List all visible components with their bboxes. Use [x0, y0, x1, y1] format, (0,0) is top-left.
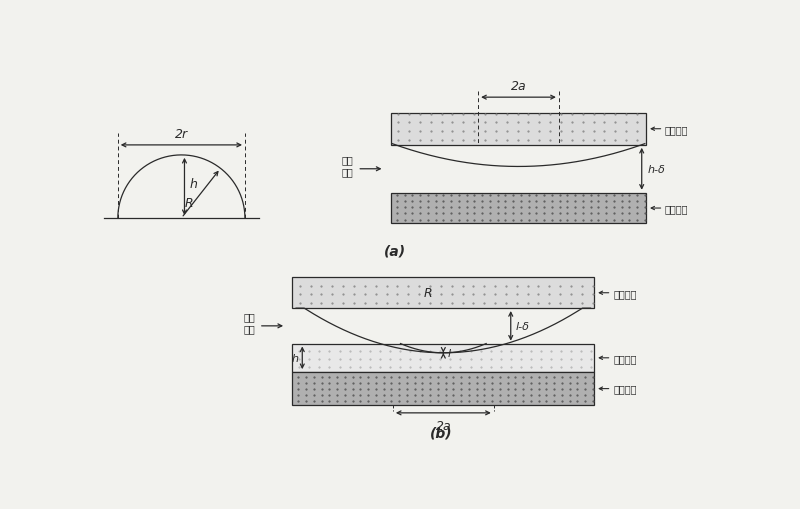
Text: l-δ: l-δ: [515, 321, 530, 331]
Text: 刚性押头: 刚性押头: [665, 125, 689, 134]
Text: 刚性基底: 刚性基底: [613, 384, 637, 394]
Text: 层矢: 层矢: [243, 324, 255, 334]
Bar: [292, 278, 594, 308]
Text: 刚性基底: 刚性基底: [665, 204, 689, 214]
Text: (a): (a): [383, 244, 406, 258]
Text: 层矢: 层矢: [342, 167, 354, 177]
Text: h: h: [190, 178, 198, 190]
Bar: [292, 372, 594, 405]
Bar: [292, 344, 594, 372]
Text: h-δ: h-δ: [647, 164, 665, 175]
Text: 刚性押头: 刚性押头: [613, 288, 637, 298]
Text: R: R: [185, 196, 193, 209]
Text: l: l: [448, 348, 451, 358]
Text: (b): (b): [430, 426, 452, 440]
Text: 2a: 2a: [435, 419, 451, 432]
Text: 刚性: 刚性: [243, 312, 255, 322]
Text: 弹性: 弹性: [342, 155, 354, 165]
Text: R: R: [423, 287, 432, 300]
Text: 2r: 2r: [175, 127, 188, 140]
Text: 弹性薄膜: 弹性薄膜: [613, 353, 637, 363]
Text: 2a: 2a: [510, 79, 526, 93]
Text: h: h: [291, 353, 298, 363]
Bar: [390, 193, 646, 224]
Bar: [390, 114, 646, 146]
